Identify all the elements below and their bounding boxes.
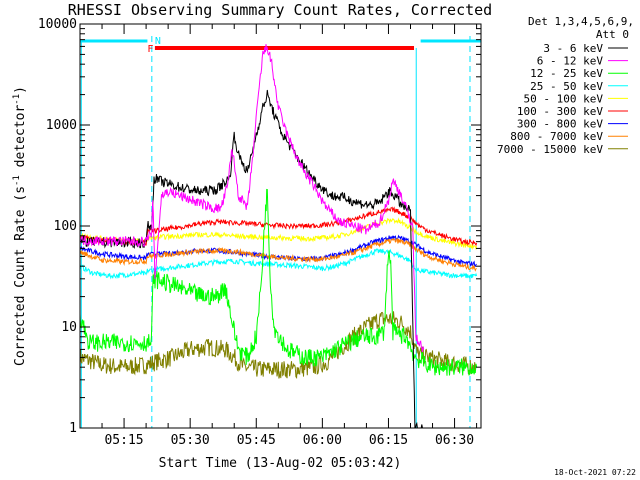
flare-label: F [147, 44, 153, 55]
legend-label: 300 - 800 keV [517, 118, 603, 131]
x-tick-label: 06:15 [369, 433, 408, 448]
y-tick-label: 100 [54, 219, 77, 234]
y-axis-label: Corrected Count Rate (s-1 detector-1) [12, 86, 28, 366]
series-line-25-50-kev [79, 248, 478, 280]
series-line-800-7000-kev [79, 237, 477, 272]
legend-header-line-2: Att 0 [596, 28, 629, 41]
legend-label: 25 - 50 keV [530, 80, 603, 93]
legend-label: 3 - 6 keV [543, 42, 603, 55]
x-tick-label: 06:30 [435, 433, 474, 448]
legend-label: 7000 - 15000 keV [497, 143, 603, 156]
x-tick-label: 06:00 [303, 433, 342, 448]
legend-label: 800 - 7000 keV [510, 130, 603, 143]
legend-label: 50 - 100 keV [524, 92, 604, 105]
legend-label: 6 - 12 keV [537, 55, 604, 68]
x-tick-label: 05:30 [171, 433, 210, 448]
series-layer [79, 44, 478, 429]
series-line-7000-15000-kev [79, 311, 478, 379]
saa-label: N [155, 36, 161, 47]
footer-timestamp: 18-Oct-2021 07:22 [554, 468, 636, 477]
series-line-12-25-kev [79, 188, 478, 376]
x-tick-label: 05:45 [237, 433, 276, 448]
series-line-3-6-kev [79, 89, 424, 429]
legend-header-line-1: Det 1,3,4,5,6,9, [528, 15, 634, 28]
y-tick-label: 1 [69, 421, 77, 436]
y-tick-label: 10 [61, 320, 77, 335]
chart-title: RHESSI Observing Summary Count Rates, Co… [68, 1, 492, 19]
series-line-6-12-kev [79, 44, 425, 352]
x-axis-label: Start Time (13-Aug-02 05:03:42) [159, 456, 402, 471]
y-tick-label: 1000 [46, 118, 77, 133]
tick-layer: 1 10 100 1000 10000 05:15 05:30 05:45 06:00 06:15… [38, 17, 481, 448]
legend-label: 12 - 25 keV [530, 67, 603, 80]
plot-area: NF 1 10 100 1000 10000 05:15 05:30 05:45 06:00 06… [38, 17, 482, 448]
legend-label: 100 - 300 keV [517, 105, 603, 118]
x-tick-label: 05:15 [104, 433, 143, 448]
y-tick-label: 10000 [38, 17, 77, 32]
